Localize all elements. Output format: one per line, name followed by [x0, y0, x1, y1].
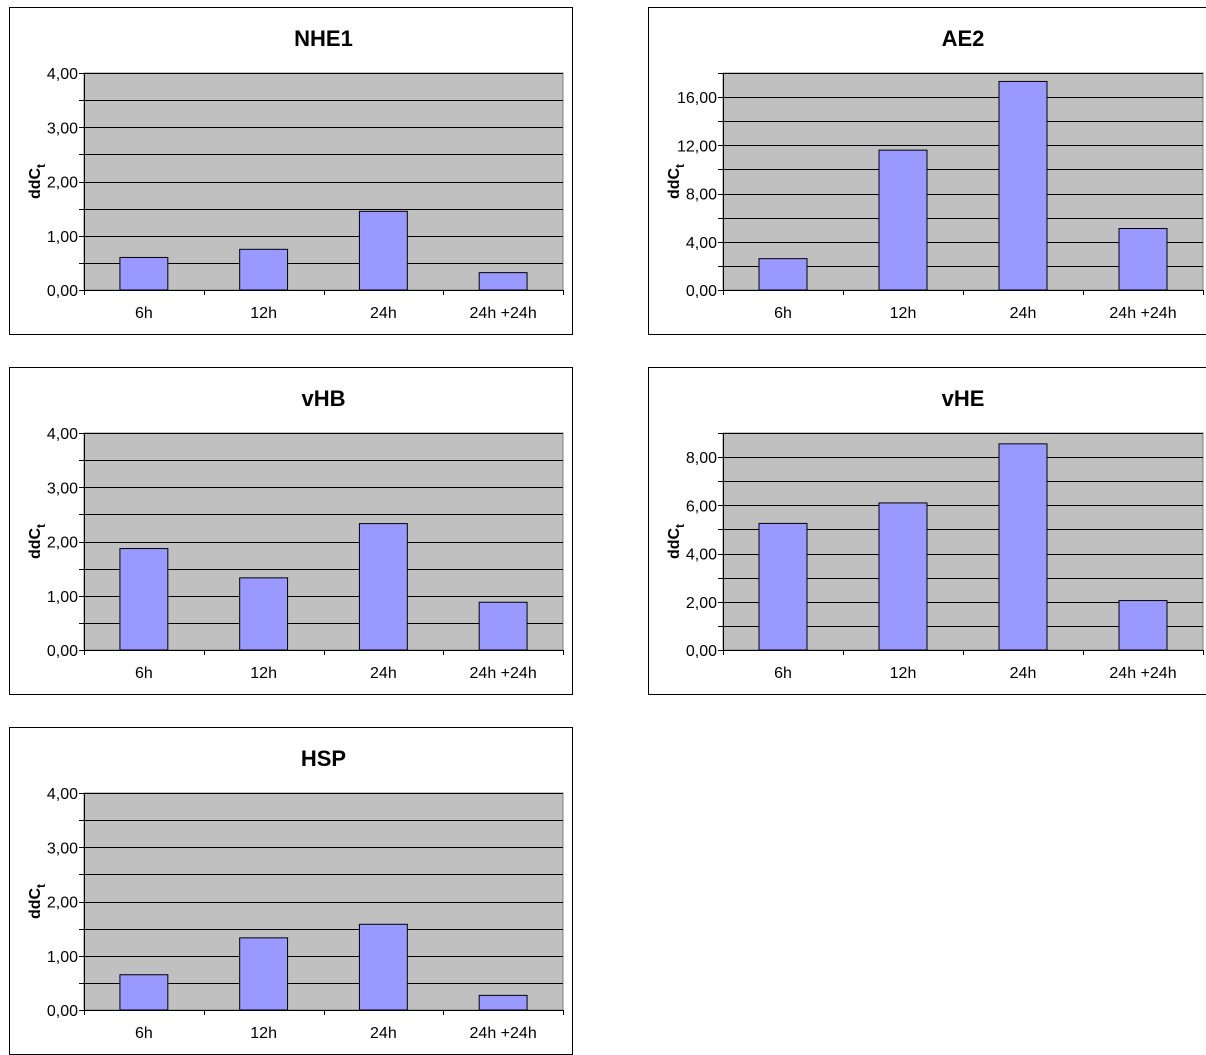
x-tick-label: 24h +24h: [470, 305, 537, 322]
chart-svg: NHE1 ddCt 0,00 1,00 2,00 3,00 4,00 6h 12h 24h 24h …: [27, 26, 564, 322]
bar: [478, 272, 528, 291]
y-tick-label: 0,00: [47, 283, 78, 300]
x-tick-label: 24h +24h: [470, 665, 537, 682]
chart-panel-vhe: vHE ddCt 0,00 2,00 4,00 6,00 8,00 6h 12h 24h 24h +…: [648, 367, 1206, 695]
y-tick-label: 1,00: [47, 229, 78, 246]
x-tick-label: 24h: [370, 1025, 397, 1042]
bar: [998, 80, 1048, 291]
x-tick-label: 6h: [135, 1025, 153, 1042]
y-tick-label: 2,00: [47, 895, 78, 912]
plot-area: [83, 792, 564, 1011]
bar: [358, 523, 408, 651]
bar: [119, 548, 169, 651]
x-tick-label: 6h: [774, 665, 792, 682]
bar: [1118, 228, 1168, 291]
y-axis-label: ddCt: [666, 164, 687, 199]
chart-title: AE2: [942, 26, 985, 51]
bar: [758, 258, 808, 291]
bar: [478, 601, 528, 651]
y-tick-label: 0,00: [47, 643, 78, 660]
y-axis-label: ddCt: [27, 884, 48, 919]
x-tick-label: 24h: [370, 305, 397, 322]
y-tick-label: 4,00: [47, 66, 78, 83]
y-tick-label: 2,00: [47, 535, 78, 552]
bar: [758, 522, 808, 651]
y-tick-label: 0,00: [686, 643, 717, 660]
x-tick-label: 24h +24h: [1109, 665, 1176, 682]
bar: [119, 974, 169, 1011]
chart-svg: vHB ddCt 0,00 1,00 2,00 3,00 4,00 6h 12h 24h 24h +…: [27, 386, 564, 682]
y-tick-label: 3,00: [47, 120, 78, 137]
y-tick-label: 6,00: [686, 498, 717, 515]
y-axis-label: ddCt: [27, 164, 48, 199]
x-tick-label: 24h: [1010, 305, 1037, 322]
y-tick-label: 0,00: [686, 283, 717, 300]
chart-svg: HSP ddCt 0,00 1,00 2,00 3,00 4,00 6h 12h 24h 24h +…: [27, 746, 564, 1042]
x-tick-label: 12h: [250, 665, 277, 682]
y-tick-label: 1,00: [47, 589, 78, 606]
y-tick-label: 0,00: [47, 1003, 78, 1020]
x-tick-label: 6h: [135, 305, 153, 322]
chart-svg: vHE ddCt 0,00 2,00 4,00 6,00 8,00 6h 12h 24h 24h +…: [666, 386, 1204, 682]
bar: [239, 248, 289, 291]
plot-area: [83, 72, 564, 291]
x-tick-label: 6h: [774, 305, 792, 322]
x-tick-label: 24h: [1010, 665, 1037, 682]
y-tick-label: 3,00: [47, 840, 78, 857]
x-tick-label: 24h: [370, 665, 397, 682]
y-tick-label: 8,00: [686, 450, 717, 467]
chart-panel-vhb: vHB ddCt 0,00 1,00 2,00 3,00 4,00 6h 12h 24h 24h +…: [9, 367, 573, 695]
chart-title: NHE1: [294, 26, 353, 51]
bar: [119, 256, 169, 291]
x-tick-label: 12h: [890, 305, 917, 322]
chart-svg: AE2 ddCt 0,00 4,00 8,00 12,00 16,00 6h 12h 24h 24h…: [666, 26, 1204, 322]
y-tick-label: 4,00: [47, 426, 78, 443]
x-tick-label: 12h: [890, 665, 917, 682]
bar: [998, 443, 1048, 651]
y-tick-label: 2,00: [47, 175, 78, 192]
y-tick-label: 4,00: [47, 786, 78, 803]
y-tick-label: 1,00: [47, 949, 78, 966]
x-tick-label: 12h: [250, 1025, 277, 1042]
y-tick-label: 4,00: [686, 235, 717, 252]
bar: [878, 502, 928, 651]
chart-title: vHB: [301, 386, 345, 411]
chart-title: HSP: [301, 746, 346, 771]
chart-panel-nhe1: NHE1 ddCt 0,00 1,00 2,00 3,00 4,00 6h 12h 24h 24h …: [9, 7, 573, 335]
x-tick-label: 24h +24h: [470, 1025, 537, 1042]
chart-title: vHE: [942, 386, 985, 411]
y-axis-label: ddCt: [666, 524, 687, 559]
y-tick-label: 4,00: [686, 547, 717, 564]
chart-panel-hsp: HSP ddCt 0,00 1,00 2,00 3,00 4,00 6h 12h 24h 24h +…: [9, 727, 573, 1055]
y-tick-label: 3,00: [47, 480, 78, 497]
bar: [1118, 600, 1168, 651]
y-tick-label: 8,00: [686, 187, 717, 204]
y-axis-label: ddCt: [27, 524, 48, 559]
bar: [878, 149, 928, 291]
bar: [358, 210, 408, 291]
x-tick-label: 24h +24h: [1109, 305, 1176, 322]
y-tick-label: 16,00: [677, 90, 717, 107]
bar: [478, 994, 528, 1011]
y-tick-label: 2,00: [686, 595, 717, 612]
bar: [239, 937, 289, 1011]
x-tick-label: 12h: [250, 305, 277, 322]
chart-panel-ae2: AE2 ddCt 0,00 4,00 8,00 12,00 16,00 6h 12h 24h 24h…: [648, 7, 1206, 335]
x-tick-label: 6h: [135, 665, 153, 682]
bar: [239, 577, 289, 651]
y-tick-label: 12,00: [677, 138, 717, 155]
bar: [358, 923, 408, 1011]
